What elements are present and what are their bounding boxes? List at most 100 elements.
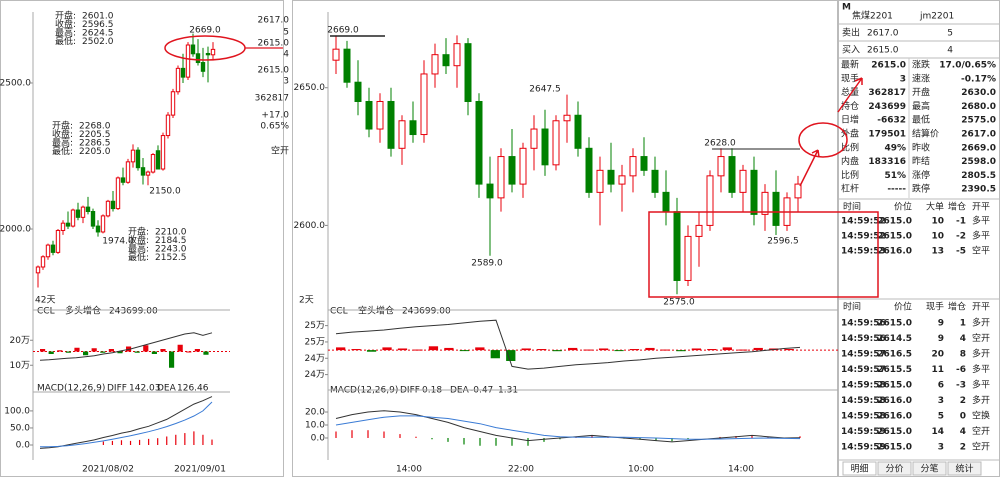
y-tick-label: 0.0: [311, 433, 326, 443]
ccl-bar: [186, 351, 192, 353]
candle-body: [409, 120, 417, 136]
ccl-bar: [65, 351, 71, 353]
candle-body: [115, 177, 121, 210]
tab-label[interactable]: 分笔: [920, 463, 938, 475]
table-cell: 14:59:56: [841, 319, 886, 329]
stat-value: 2630.0: [961, 88, 996, 98]
table-cell: 空换: [972, 410, 990, 422]
stat-label: 涨跌: [912, 60, 930, 71]
ccl-bar: [629, 349, 640, 351]
table-cell: 2: [960, 443, 966, 453]
candle-body: [40, 256, 46, 268]
indicator-value: 142.03: [129, 384, 161, 394]
price-annotation: 1974.0: [102, 237, 134, 247]
table-cell: 3: [938, 443, 944, 453]
table-cell: -5: [956, 247, 966, 257]
table-cell: 2616.0: [877, 247, 912, 257]
candle-body: [651, 169, 659, 193]
table-cell: 空开: [972, 425, 990, 437]
table-cell: 14:59:56: [841, 334, 886, 344]
candle-body: [420, 73, 428, 136]
candle-body: [629, 156, 637, 177]
side-label: +17.0: [261, 111, 289, 121]
highlight-ellipse: [798, 122, 848, 158]
table-cell: -3: [956, 381, 966, 391]
side-label: 4: [283, 50, 289, 60]
table-cell: 2614.5: [877, 334, 912, 344]
tab[interactable]: [912, 461, 947, 476]
table-header: 增仓: [948, 201, 966, 213]
quote-volume: 4: [947, 46, 953, 56]
tab-label[interactable]: 分价: [885, 464, 903, 475]
ccl-bar: [506, 350, 516, 361]
stat-label: 昨收: [912, 141, 930, 153]
stat-value: -6632: [877, 116, 906, 126]
candle-body: [376, 100, 384, 130]
table-header: 时间: [843, 201, 861, 213]
candle-body: [140, 167, 146, 176]
price-annotation: 2150.0: [149, 187, 181, 197]
candle-body: [717, 156, 725, 177]
ccl-bar: [169, 351, 175, 368]
stat-label: 日增: [841, 114, 859, 126]
y-tick-label: 24万: [305, 354, 325, 364]
ccl-bar: [490, 350, 500, 359]
tab[interactable]: [842, 461, 877, 476]
ccl-bar: [645, 347, 655, 351]
stat-value: 2615.0: [871, 61, 906, 71]
table-header: 价位: [894, 301, 912, 313]
table-cell: 20: [931, 350, 944, 360]
candle-body: [354, 81, 362, 102]
ccl-bar: [784, 349, 794, 351]
tab[interactable]: [947, 461, 982, 476]
candle-body: [442, 54, 450, 67]
candle-body: [541, 128, 549, 166]
ccl-bar: [57, 350, 63, 352]
ccl-bar: [614, 350, 624, 352]
table-cell: -2: [956, 232, 966, 242]
quote-price: 2617.0: [867, 29, 899, 39]
stat-label: 现手: [841, 72, 859, 84]
stat-label: 跌停: [912, 183, 930, 195]
side-label: 362817: [255, 94, 289, 104]
candle-body: [75, 209, 81, 218]
candle-body: [794, 183, 802, 199]
stat-label: 开盘: [912, 86, 930, 98]
indicator-name: MACD(12,26,9): [37, 384, 105, 394]
tab-label[interactable]: 明细: [850, 463, 868, 475]
table-header: 时间: [843, 301, 861, 313]
table-cell: 10: [931, 232, 944, 242]
candle-body: [45, 244, 51, 258]
tab[interactable]: [877, 461, 912, 476]
table-cell: 2616.5: [877, 350, 912, 360]
stat-value: 51%: [884, 171, 906, 181]
table-cell: 空开: [972, 441, 990, 453]
ccl-bar: [397, 348, 408, 351]
candle-body: [200, 62, 206, 72]
ccl-bar: [160, 349, 166, 352]
stat-value: -----: [887, 185, 906, 195]
candle-body: [431, 54, 439, 75]
candle-body: [497, 156, 505, 199]
table-cell: 14:59:58: [841, 381, 886, 391]
info-label: 收盘:: [128, 234, 149, 246]
table-cell: 2615.0: [877, 443, 912, 453]
candle-body: [673, 211, 681, 281]
stat-value: 362817: [868, 88, 906, 98]
table-cell: 2615.0: [877, 217, 912, 227]
ccl-bar: [351, 349, 361, 351]
stat-value: 2598.0: [961, 157, 996, 167]
y-tick-label: 50.0: [10, 423, 30, 433]
quote-code: jm2201: [919, 12, 954, 22]
ccl-bar: [475, 347, 485, 351]
tab-label[interactable]: 统计: [955, 463, 973, 475]
candle-body: [35, 266, 41, 274]
y-tick-label: 100.0: [4, 406, 30, 416]
y-tick-label: 20.0: [305, 408, 325, 418]
ccl-bar: [74, 347, 80, 352]
stat-value: 2390.5: [961, 185, 996, 195]
side-label: 5: [283, 28, 289, 38]
table-cell: 1: [960, 319, 966, 329]
time-label: 14:00: [728, 465, 754, 475]
